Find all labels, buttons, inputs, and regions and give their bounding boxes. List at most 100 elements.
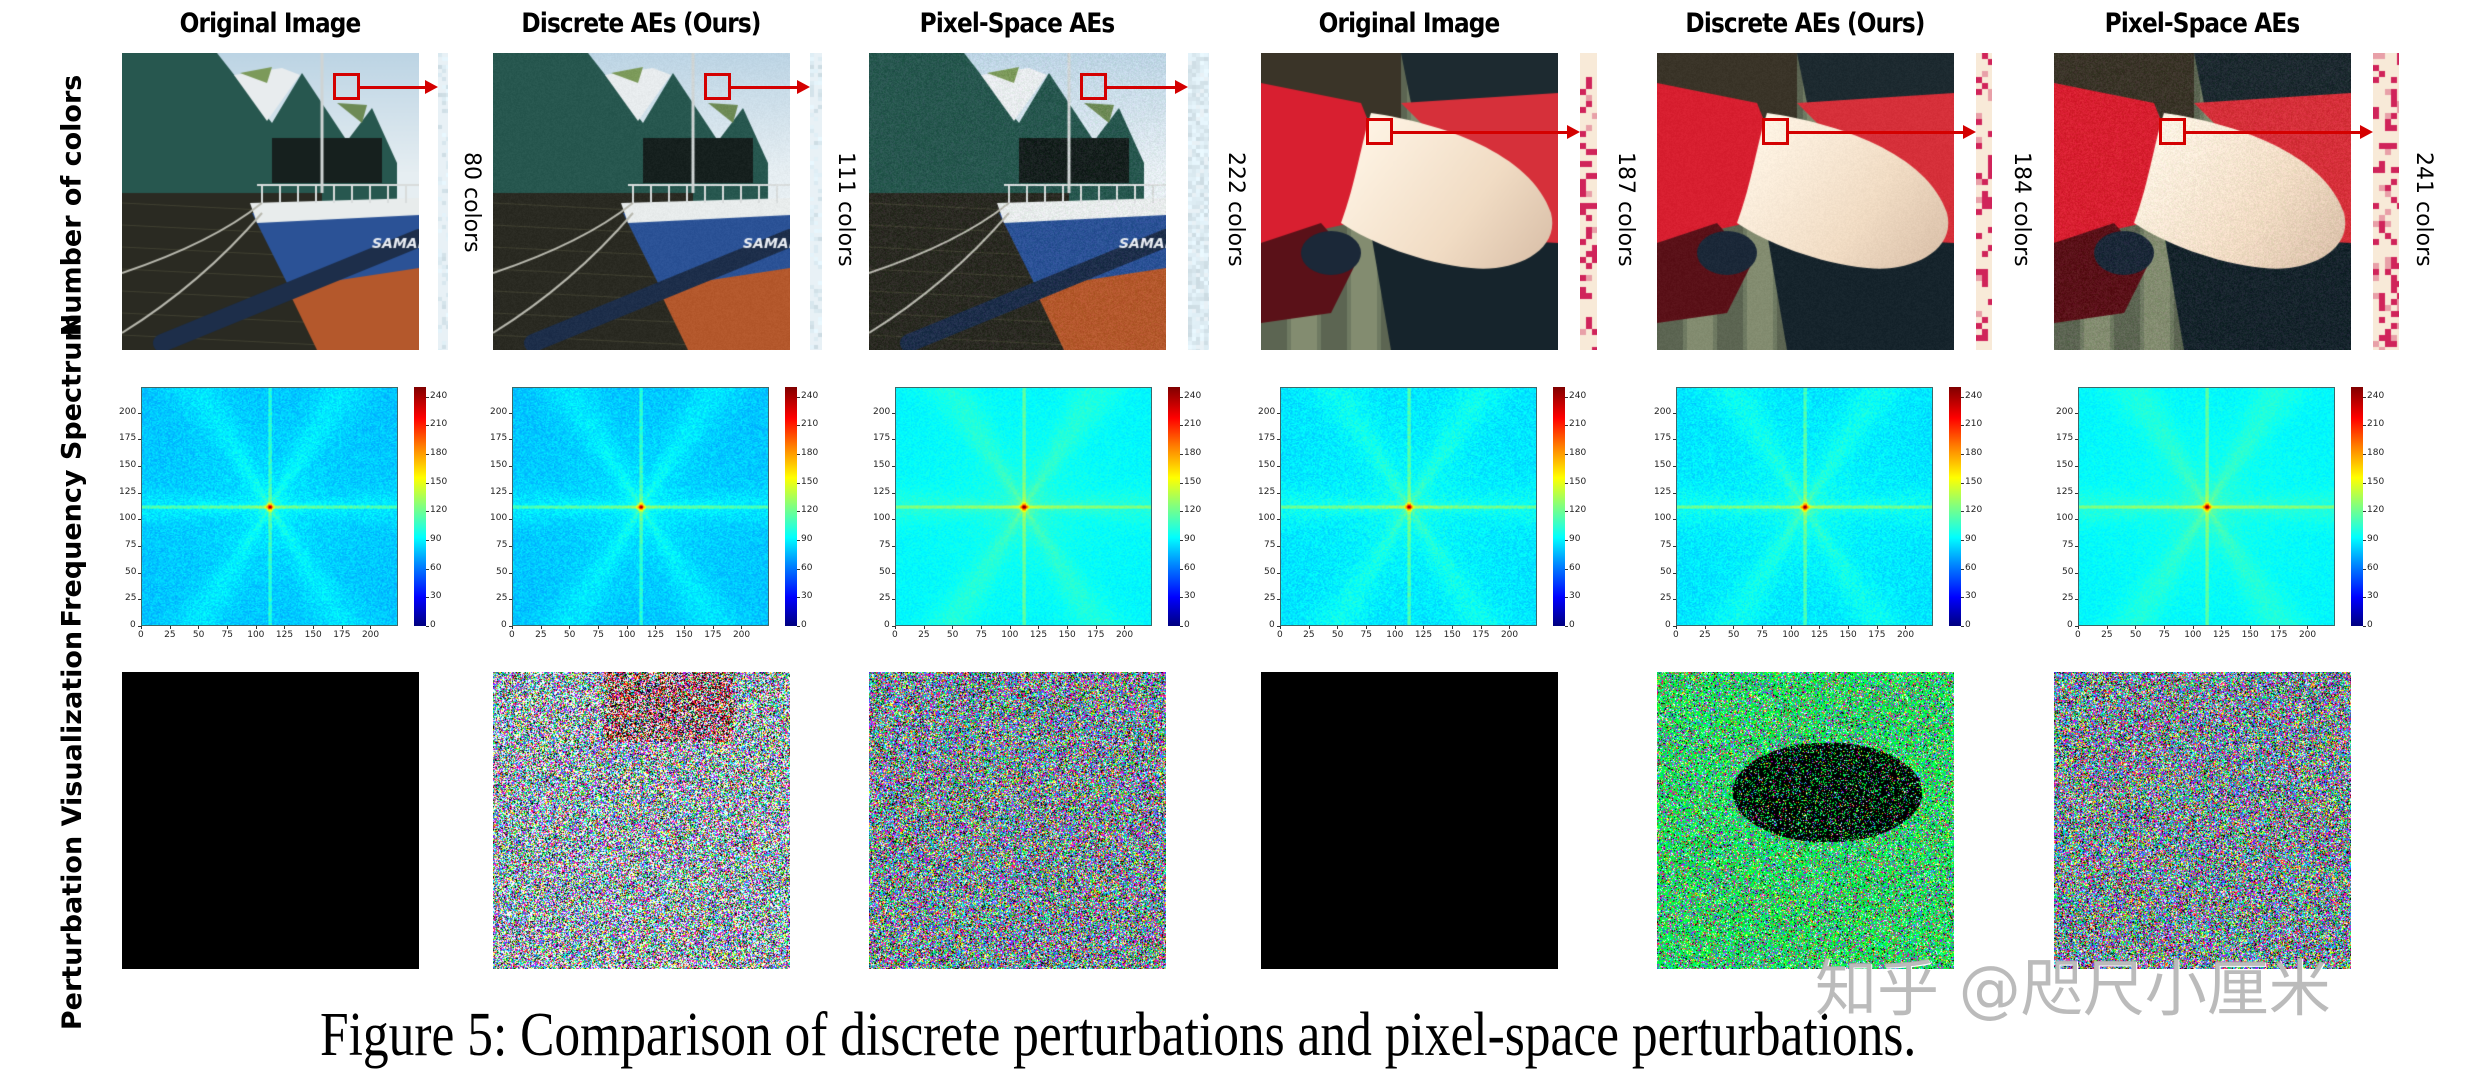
colorbar-tick-mark bbox=[1961, 396, 1964, 398]
perturbation-discrete-arm bbox=[1657, 672, 1954, 969]
x-tick-mark bbox=[1704, 626, 1706, 629]
color-strip-canvas bbox=[1976, 53, 1992, 350]
x-tick-mark bbox=[1095, 626, 1097, 629]
spectrum-heatmap bbox=[1677, 388, 1932, 625]
colorbar-tick-label: 210 bbox=[801, 419, 819, 430]
x-tick-label: 0 bbox=[1673, 630, 1679, 640]
colorbar-tick-mark bbox=[1961, 425, 1964, 427]
x-tick-label: 100 bbox=[2184, 630, 2202, 640]
image-pixel-ship bbox=[869, 53, 1166, 350]
colorbar-tick-mark bbox=[1565, 396, 1568, 398]
y-tick-mark bbox=[1673, 572, 1676, 574]
color-strip-canvas bbox=[438, 53, 448, 350]
x-tick-mark bbox=[712, 626, 714, 629]
x-tick-label: 50 bbox=[946, 630, 959, 640]
x-tick-mark bbox=[2164, 626, 2166, 629]
image-original-arm bbox=[1261, 53, 1558, 350]
y-tick-label: 200 bbox=[2056, 406, 2074, 417]
x-tick-label: 175 bbox=[1087, 630, 1105, 640]
colorbar-tick-label: 240 bbox=[1569, 390, 1587, 401]
colorbar-tick-mark bbox=[1180, 511, 1183, 513]
y-tick-label: 125 bbox=[1654, 486, 1672, 497]
x-tick-label: 25 bbox=[918, 630, 930, 640]
x-tick-mark bbox=[1848, 626, 1850, 629]
colorbar-tick-mark bbox=[797, 425, 800, 427]
y-tick-label: 100 bbox=[1654, 513, 1672, 524]
colorbar-tick-label: 90 bbox=[2367, 533, 2379, 544]
colorbar-tick-label: 180 bbox=[1569, 447, 1587, 458]
colorbar-tick-mark bbox=[1961, 482, 1964, 484]
color-strip-canvas bbox=[2373, 53, 2399, 350]
y-tick-mark bbox=[509, 439, 512, 441]
colorbar-tick-mark bbox=[2363, 511, 2366, 513]
highlight-box bbox=[1366, 118, 1393, 145]
x-tick-label: 150 bbox=[1839, 630, 1857, 640]
y-tick-label: 25 bbox=[879, 593, 891, 604]
x-tick-mark bbox=[569, 626, 571, 629]
colorbar-tick-label: 0 bbox=[1569, 620, 1575, 630]
colorbar-tick-mark bbox=[1180, 396, 1183, 398]
colors-count-label: 184 colors bbox=[2009, 152, 2034, 267]
x-tick-label: 0 bbox=[2075, 630, 2081, 640]
y-tick-label: 0 bbox=[884, 620, 890, 630]
y-tick-mark bbox=[1673, 519, 1676, 521]
image-canvas bbox=[122, 53, 419, 350]
x-tick-mark bbox=[1676, 626, 1677, 629]
colorbar-tick-label: 90 bbox=[1569, 533, 1581, 544]
x-tick-label: 100 bbox=[247, 630, 265, 640]
arrow-right-icon bbox=[1175, 80, 1188, 94]
spectrum-heatmap bbox=[142, 388, 397, 625]
colorbar-tick-mark bbox=[1961, 597, 1964, 599]
colorbar-tick-label: 180 bbox=[1965, 447, 1983, 458]
y-tick-mark bbox=[2075, 492, 2078, 494]
y-tick-label: 75 bbox=[1264, 539, 1276, 550]
color-strip-canvas bbox=[810, 53, 822, 350]
y-tick-mark bbox=[1277, 545, 1280, 547]
colorbar-tick-label: 120 bbox=[1184, 505, 1202, 516]
frequency-spectrum-plot bbox=[1280, 387, 1537, 626]
x-tick-mark bbox=[741, 626, 743, 629]
colors-count-label: 111 colors bbox=[833, 152, 858, 267]
colorbar-tick-mark bbox=[1565, 511, 1568, 513]
colorbar-tick-mark bbox=[797, 626, 800, 627]
y-tick-mark bbox=[1673, 545, 1676, 547]
x-tick-mark bbox=[2278, 626, 2280, 629]
colorbar bbox=[414, 387, 426, 626]
colorbar-tick-mark bbox=[2363, 539, 2366, 541]
watermark: 知乎 @咫尺小厘米 bbox=[1815, 952, 2331, 1025]
colorbar-tick-mark bbox=[797, 482, 800, 484]
arrow-right-icon bbox=[797, 80, 810, 94]
y-tick-label: 0 bbox=[2067, 620, 2073, 630]
color-strip bbox=[438, 53, 448, 350]
y-tick-label: 175 bbox=[490, 433, 508, 444]
colors-count-label: 80 colors bbox=[459, 152, 484, 253]
x-tick-label: 125 bbox=[275, 630, 294, 640]
y-tick-label: 75 bbox=[2062, 539, 2074, 550]
colorbar-tick-label: 60 bbox=[1965, 562, 1977, 573]
colorbar-tick-mark bbox=[1180, 568, 1183, 570]
x-tick-mark bbox=[198, 626, 200, 629]
colorbar-tick-label: 90 bbox=[801, 533, 813, 544]
y-tick-label: 175 bbox=[873, 433, 891, 444]
y-tick-mark bbox=[509, 492, 512, 494]
color-strip bbox=[2373, 53, 2399, 350]
x-tick-label: 50 bbox=[1727, 630, 1740, 640]
colorbar-tick-mark bbox=[797, 539, 800, 541]
colorbar-tick-mark bbox=[2363, 482, 2366, 484]
perturbation-original-ship bbox=[122, 672, 419, 969]
y-tick-mark bbox=[1277, 439, 1280, 441]
colorbar-tick-mark bbox=[797, 597, 800, 599]
y-tick-mark bbox=[509, 465, 512, 467]
y-tick-label: 125 bbox=[119, 486, 137, 497]
perturbation-canvas bbox=[1261, 672, 1558, 969]
y-tick-label: 25 bbox=[496, 593, 508, 604]
frequency-spectrum-plot bbox=[512, 387, 769, 626]
arrow-line bbox=[1107, 85, 1175, 89]
colorbar-tick-label: 150 bbox=[1184, 476, 1202, 487]
x-tick-mark bbox=[1733, 626, 1735, 629]
y-tick-mark bbox=[2075, 626, 2078, 627]
x-tick-mark bbox=[227, 626, 229, 629]
colorbar-tick-mark bbox=[1961, 453, 1964, 455]
y-tick-label: 125 bbox=[490, 486, 508, 497]
colorbar-tick-label: 150 bbox=[430, 476, 448, 487]
